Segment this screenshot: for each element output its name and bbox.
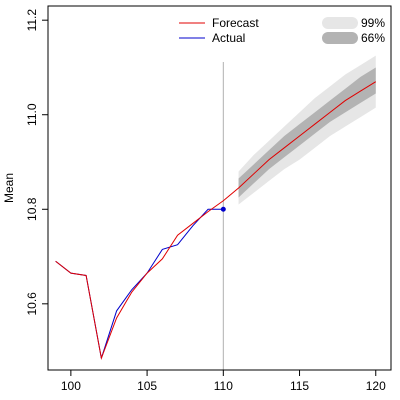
series-line-actual	[55, 208, 224, 359]
x-tick-label: 100	[61, 379, 81, 393]
plot-border	[47, 5, 392, 371]
x-tick-label: 115	[290, 379, 309, 393]
series-line-forecast	[55, 81, 377, 361]
legend-swatch-66pct	[322, 32, 358, 44]
legend-swatch-99pct	[322, 17, 358, 29]
legend-label-99pct: 99%	[361, 16, 385, 30]
y-tick-label: 11.0	[25, 103, 39, 126]
legend-label-66pct: 66%	[361, 31, 385, 45]
x-tick-label: 120	[366, 379, 386, 393]
x-tick-label: 110	[214, 379, 233, 393]
y-tick-label: 10.8	[25, 197, 39, 221]
y-tick-label: 10.6	[25, 292, 39, 316]
y-tick-label: 11.2	[25, 9, 39, 32]
y-axis-label: Mean	[2, 173, 16, 203]
legend-label-actual: Actual	[212, 31, 245, 45]
legend-label-forecast: Forecast	[212, 16, 259, 30]
actual-last-point	[220, 206, 226, 212]
x-tick-label: 105	[137, 379, 157, 393]
band-66pct	[238, 67, 376, 198]
